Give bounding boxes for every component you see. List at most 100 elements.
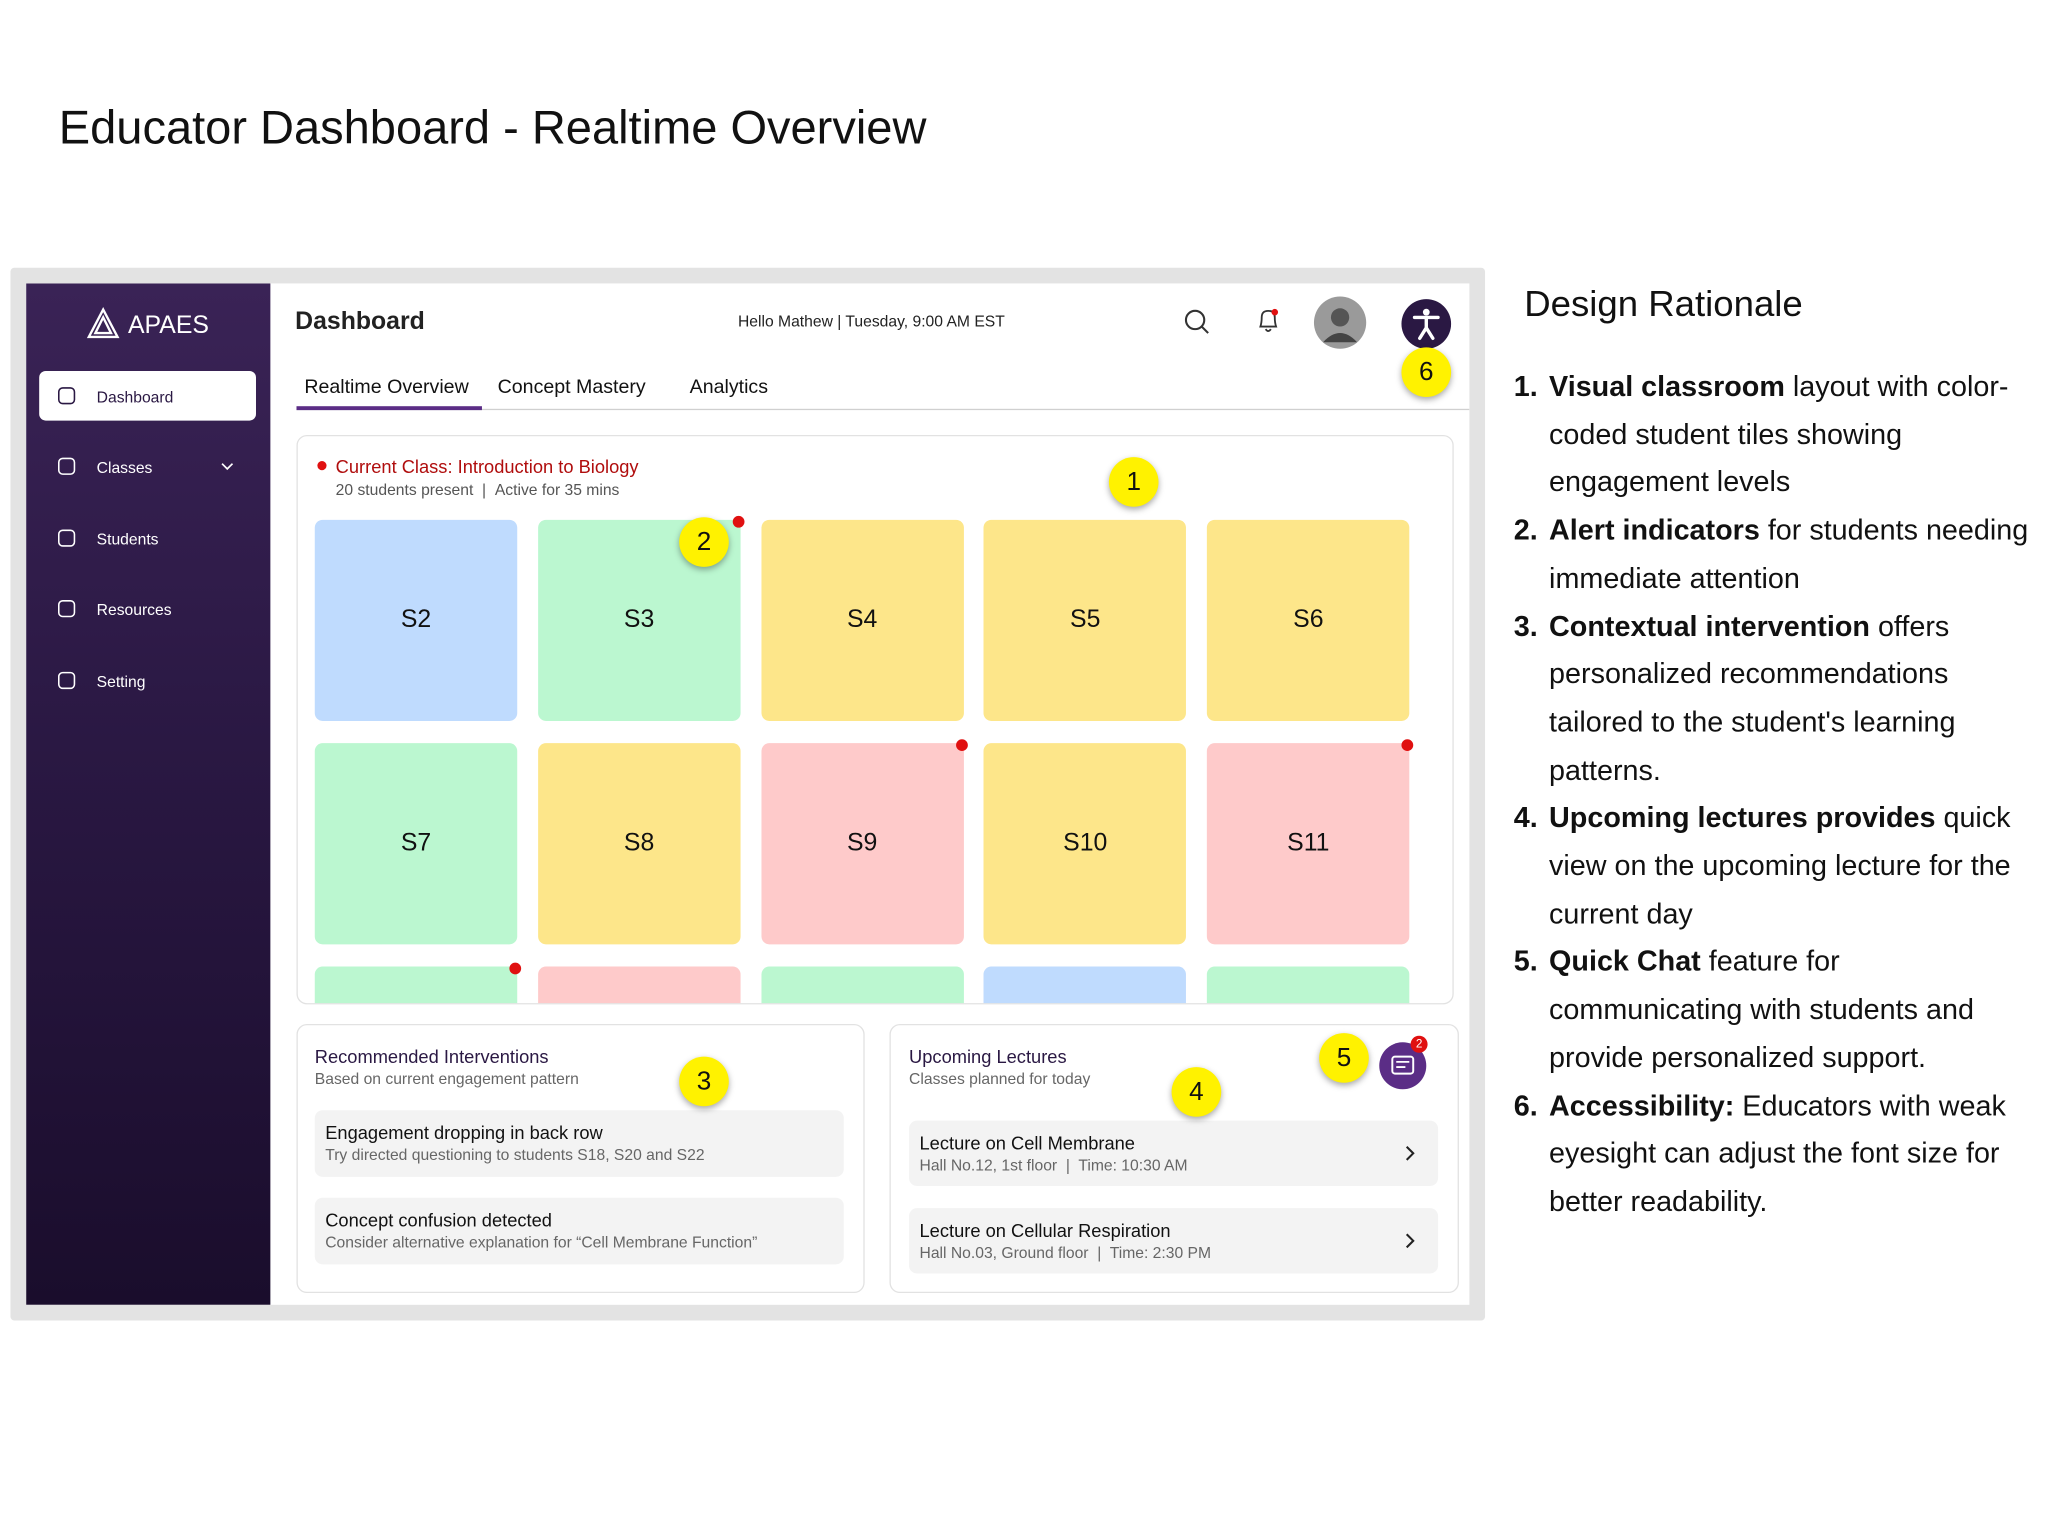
nav-item[interactable]: Resources [39, 584, 256, 634]
rationale-item: 5. Quick Chat feature for communicating w… [1514, 938, 2036, 1082]
nav-label: Setting [96, 672, 146, 691]
student-tile[interactable]: S4 [760, 519, 964, 721]
item-text: feature for communicating with students … [1549, 944, 1974, 1074]
item-detail: Consider alternative explanation for “Ce… [325, 1232, 758, 1252]
intervention-item[interactable]: Concept confusion detected Consider alter… [314, 1197, 844, 1265]
item-bold: Alert indicators [1549, 513, 1760, 547]
student-tile[interactable]: S7 [314, 743, 518, 945]
nav-label: Students [96, 530, 159, 549]
lecture-item[interactable]: Lecture on Cellular Respiration Hall No.0… [909, 1208, 1439, 1274]
alert-dot [955, 739, 968, 752]
nav-label: Resources [96, 600, 172, 620]
chat-badge: 2 [1410, 1035, 1428, 1053]
chevron [1405, 1233, 1415, 1249]
item-bold: Accessibility: [1549, 1088, 1735, 1122]
item-title: Concept confusion detected [325, 1209, 552, 1231]
item-detail: Hall No.12, 1st floor | Time: 10:30 AM [919, 1155, 1188, 1175]
interventions-panel: Recommended Interventions Based on curre… [296, 1023, 865, 1294]
item-text: offers personalized recommendations tail… [1549, 609, 1956, 786]
page-title: Educator Dashboard - Realtime Overview [58, 100, 927, 155]
student-tile[interactable]: S11 [1207, 743, 1410, 945]
rationale-item: 1. Visual classroom layout with color-cod… [1514, 363, 2036, 507]
tab[interactable]: Realtime Overview [304, 376, 469, 399]
greeting: Hello Mathew | Tuesday, 9:00 AM EST [737, 312, 1005, 331]
student-tile[interactable]: S9 [760, 743, 964, 945]
live-dot [317, 461, 327, 471]
item-number: 2. [1513, 513, 1538, 547]
item-text: layout with color-coded student tiles sh… [1549, 369, 2009, 499]
student-tile[interactable] [314, 966, 518, 1004]
sidebar: APAES Dashboard Classes Students Resources S… [26, 283, 271, 1305]
class-title: Current Class: Introduction to Biology [335, 455, 639, 477]
student-tile[interactable]: S6 [1207, 519, 1410, 721]
brand-name: APAES [127, 312, 209, 340]
notification-icon[interactable] [1255, 307, 1281, 336]
student-tile[interactable]: S10 [984, 743, 1187, 945]
nav-item[interactable]: Setting [39, 656, 256, 706]
nav-label: Dashboard [96, 387, 174, 407]
chevron [1405, 1146, 1415, 1161]
alert-dot [509, 962, 522, 975]
item-number: 5. [1513, 944, 1538, 978]
annotation-badge: 5 [1319, 1033, 1369, 1083]
rationale-item: 6. Accessibility: Educators with weak eye… [1514, 1082, 2036, 1226]
item-number: 1. [1513, 369, 1538, 403]
header-title: Dashboard [295, 308, 425, 336]
item-number: 4. [1513, 801, 1538, 834]
item-text: Educators with weak eyesight can adjust … [1549, 1088, 2006, 1218]
chat-button[interactable] [1378, 1041, 1428, 1091]
student-tile[interactable]: S8 [537, 743, 741, 945]
item-detail: Hall No.03, Ground floor | Time: 2:30 PM [919, 1243, 1212, 1262]
item-text: for students needing immediate attention [1549, 513, 2029, 595]
student-tile[interactable] [760, 966, 964, 1004]
tab[interactable]: Analytics [689, 376, 769, 399]
item-number: 3. [1513, 609, 1538, 642]
item-bold: Visual classroom [1549, 369, 1785, 403]
accessibility-button[interactable] [1400, 298, 1452, 350]
brand-logo [86, 307, 120, 339]
alert-dot [732, 515, 745, 528]
student-tile[interactable]: S5 [984, 519, 1187, 721]
nav-label: Classes [96, 458, 153, 477]
item-title: Engagement dropping in back row [325, 1121, 603, 1143]
nav-item[interactable]: Classes [39, 441, 256, 491]
rationale-title: Design Rationale [1524, 283, 1803, 324]
annotation-badge: 2 [679, 517, 729, 567]
annotation-badge: 1 [1108, 457, 1159, 507]
rationale-list: 1. Visual classroom layout with color-cod… [1514, 363, 2036, 1226]
alert-dot [1401, 739, 1414, 752]
item-number: 6. [1513, 1088, 1538, 1122]
nav-item[interactable]: Dashboard [39, 370, 256, 421]
student-tile[interactable]: S2 [314, 519, 518, 721]
present: 20 students present [335, 480, 474, 499]
item-bold: Contextual intervention [1549, 609, 1870, 642]
item-detail: Try directed questioning to students S18… [325, 1145, 705, 1164]
tab[interactable]: Concept Mastery [497, 376, 646, 399]
item-bold: Quick Chat [1549, 944, 1701, 978]
student-tile[interactable] [984, 966, 1187, 1004]
nav-item[interactable]: Students [39, 513, 256, 563]
search-icon[interactable] [1183, 308, 1209, 334]
class-meta: 20 students present | Active for 35 mins [335, 480, 620, 499]
rationale-item: 2. Alert indicators for students needing … [1514, 507, 2036, 603]
rationale-item: 4. Upcoming lectures provides quick view … [1514, 795, 2036, 939]
item-text: quick view on the upcoming lecture for t… [1549, 801, 2011, 930]
intervention-item[interactable]: Engagement dropping in back row Try direc… [314, 1110, 844, 1177]
item-title: Lecture on Cell Membrane [919, 1132, 1135, 1154]
annotation-badge: 4 [1171, 1067, 1222, 1117]
panel-title: Upcoming Lectures [909, 1046, 1067, 1068]
student-tile[interactable] [1207, 966, 1410, 1004]
avatar[interactable] [1313, 295, 1368, 350]
active-time: Active for 35 mins [494, 480, 620, 499]
lecture-item[interactable]: Lecture on Cell Membrane Hall No.12, 1st … [909, 1120, 1439, 1186]
lectures-panel: Upcoming Lectures Classes planned for to… [889, 1023, 1459, 1294]
item-title: Lecture on Cellular Respiration [919, 1219, 1171, 1241]
dashboard-app: APAES Dashboard Classes Students Resources S… [26, 283, 1470, 1305]
class-panel: Current Class: Introduction to Biology 2… [296, 434, 1454, 1005]
tab-divider [296, 408, 1470, 411]
tab-underline [296, 406, 482, 411]
student-tile[interactable] [537, 966, 741, 1004]
panel-subtitle: Classes planned for today [909, 1069, 1091, 1088]
